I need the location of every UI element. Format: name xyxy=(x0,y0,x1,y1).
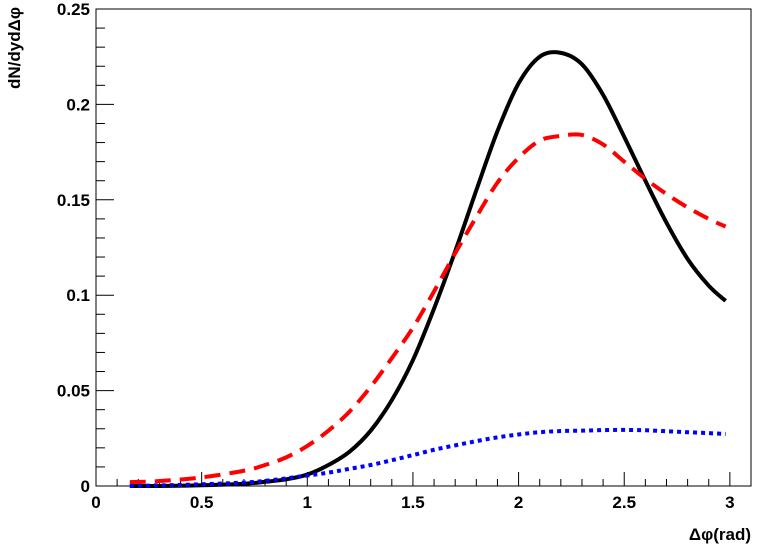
y-tick-label: 0.25 xyxy=(57,0,90,19)
series-line-dashed xyxy=(129,132,727,485)
x-tick-label: 3 xyxy=(725,493,734,512)
x-tick-label: 0.5 xyxy=(190,493,214,512)
x-axis-ticks: 0 0.5 1 1.5 2 2.5 3 xyxy=(91,472,752,512)
series-line-dotted xyxy=(129,427,726,488)
x-tick-label: 2.5 xyxy=(612,493,636,512)
y-axis-ticks: 0 0.05 0.1 0.15 0.2 0.25 xyxy=(57,0,114,496)
x-tick-label: 2 xyxy=(514,493,523,512)
plot-frame xyxy=(95,8,752,487)
y-axis-title: dN/dydΔφ xyxy=(5,7,24,89)
x-tick-label: 0 xyxy=(91,493,100,512)
series-layer xyxy=(129,50,727,489)
x-tick-label: 1 xyxy=(303,493,312,512)
y-tick-label: 0.1 xyxy=(66,286,90,305)
y-tick-label: 0.2 xyxy=(66,95,90,114)
y-tick-label: 0.15 xyxy=(57,191,90,210)
series-line-solid xyxy=(129,50,727,489)
y-tick-label: 0.05 xyxy=(57,382,90,401)
x-axis-title: Δφ(rad) xyxy=(689,525,751,544)
x-tick-label: 1.5 xyxy=(401,493,425,512)
y-tick-label: 0 xyxy=(81,477,90,496)
